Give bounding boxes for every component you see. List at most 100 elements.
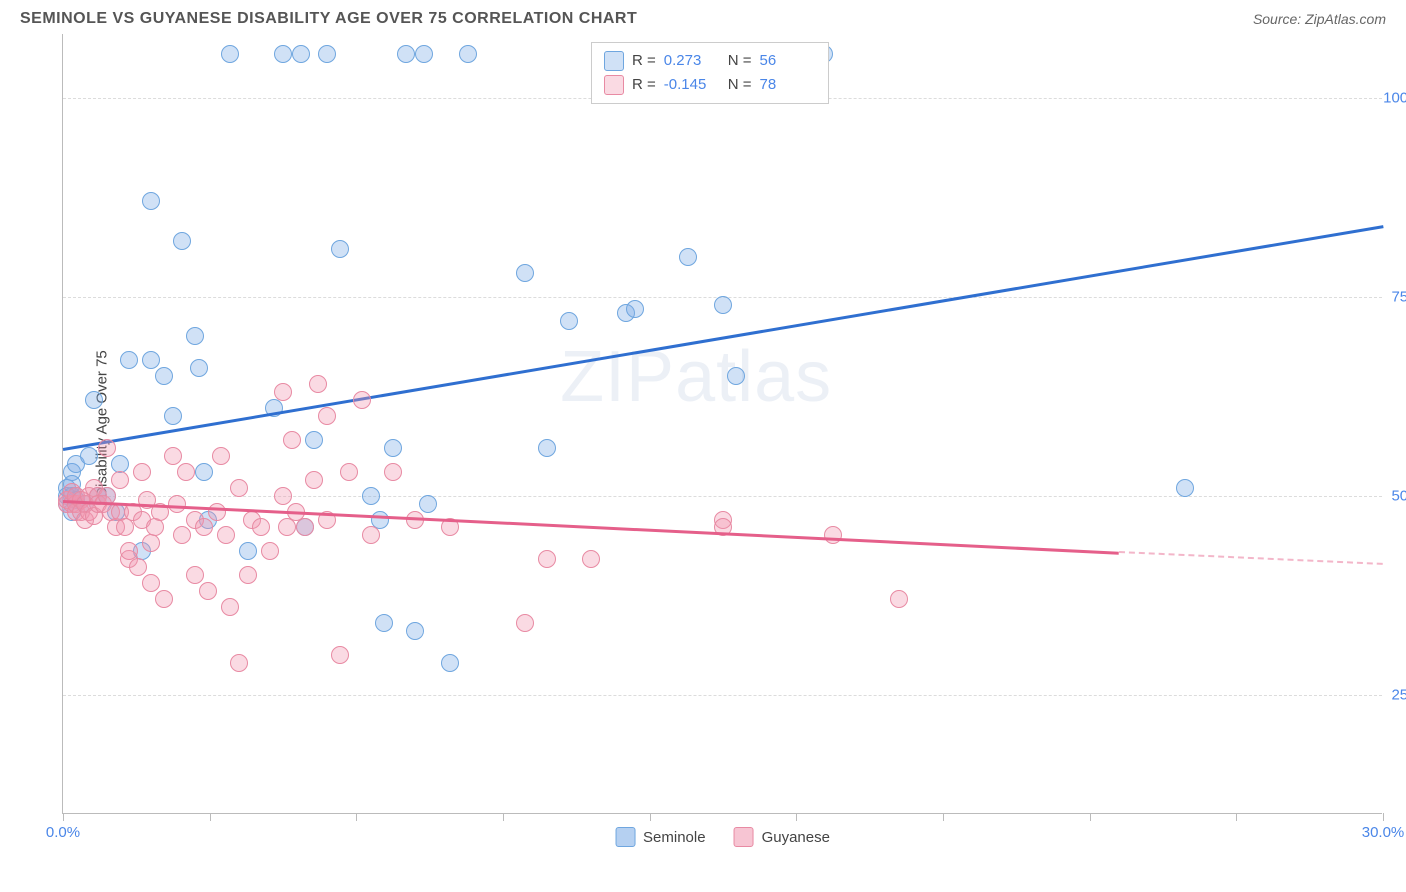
- scatter-point: [142, 192, 160, 210]
- xtick: [1236, 813, 1237, 821]
- scatter-point: [626, 300, 644, 318]
- stat-r-value: -0.145: [664, 76, 720, 93]
- scatter-point: [824, 526, 842, 544]
- stat-r-label: R =: [632, 52, 656, 69]
- ytick-label: 100.0%: [1383, 89, 1406, 106]
- legend-swatch: [734, 827, 754, 847]
- scatter-point: [274, 487, 292, 505]
- scatter-point: [679, 248, 697, 266]
- chart-title: SEMINOLE VS GUYANESE DISABILITY AGE OVER…: [20, 10, 637, 28]
- gridline: [63, 695, 1382, 696]
- trend-line: [1119, 551, 1383, 565]
- xtick: [650, 813, 651, 821]
- scatter-point: [305, 471, 323, 489]
- legend-label: Seminole: [643, 829, 706, 846]
- scatter-point: [309, 375, 327, 393]
- scatter-point: [283, 431, 301, 449]
- ytick-label: 25.0%: [1391, 686, 1406, 703]
- scatter-point: [362, 487, 380, 505]
- scatter-point: [146, 518, 164, 536]
- scatter-point: [419, 495, 437, 513]
- scatter-point: [239, 566, 257, 584]
- ytick-label: 75.0%: [1391, 288, 1406, 305]
- scatter-point: [1176, 479, 1194, 497]
- scatter-point: [384, 439, 402, 457]
- scatter-point: [318, 45, 336, 63]
- scatter-point: [177, 463, 195, 481]
- scatter-point: [375, 614, 393, 632]
- scatter-point: [538, 439, 556, 457]
- scatter-point: [560, 312, 578, 330]
- scatter-point: [714, 296, 732, 314]
- scatter-point: [142, 351, 160, 369]
- scatter-point: [406, 622, 424, 640]
- scatter-point: [353, 391, 371, 409]
- legend-item: Seminole: [615, 827, 706, 847]
- legend-swatch: [615, 827, 635, 847]
- scatter-point: [362, 526, 380, 544]
- xtick: [1090, 813, 1091, 821]
- scatter-point: [217, 526, 235, 544]
- stat-n-label: N =: [728, 52, 752, 69]
- scatter-point: [274, 383, 292, 401]
- scatter-point: [129, 558, 147, 576]
- scatter-point: [155, 590, 173, 608]
- scatter-point: [331, 240, 349, 258]
- scatter-point: [384, 463, 402, 481]
- scatter-point: [331, 646, 349, 664]
- stat-n-value: 78: [760, 76, 816, 93]
- scatter-point: [195, 463, 213, 481]
- stat-n-value: 56: [760, 52, 816, 69]
- scatter-point: [155, 367, 173, 385]
- scatter-point: [516, 264, 534, 282]
- stat-r-value: 0.273: [664, 52, 720, 69]
- scatter-point: [582, 550, 600, 568]
- plot-area: ZIPatlas 25.0%50.0%75.0%100.0%0.0%30.0%R…: [62, 34, 1382, 814]
- stats-row: R = 0.273 N = 56: [604, 49, 816, 73]
- scatter-point: [274, 45, 292, 63]
- xtick-label: 30.0%: [1362, 824, 1405, 841]
- scatter-point: [890, 590, 908, 608]
- scatter-point: [230, 654, 248, 672]
- scatter-point: [261, 542, 279, 560]
- stats-legend: R = 0.273 N = 56 R = -0.145 N = 78: [591, 42, 829, 104]
- scatter-point: [212, 447, 230, 465]
- scatter-point: [142, 534, 160, 552]
- scatter-point: [111, 471, 129, 489]
- scatter-point: [318, 407, 336, 425]
- xtick: [356, 813, 357, 821]
- scatter-point: [441, 654, 459, 672]
- plot-wrap: Disability Age Over 75 ZIPatlas 25.0%50.…: [20, 34, 1386, 814]
- series-legend: Seminole Guyanese: [615, 827, 830, 847]
- trend-line: [63, 225, 1383, 450]
- scatter-point: [142, 574, 160, 592]
- chart-source: Source: ZipAtlas.com: [1253, 11, 1386, 27]
- legend-label: Guyanese: [762, 829, 830, 846]
- scatter-point: [208, 503, 226, 521]
- scatter-point: [168, 495, 186, 513]
- scatter-point: [164, 407, 182, 425]
- scatter-point: [397, 45, 415, 63]
- scatter-point: [415, 45, 433, 63]
- xtick: [943, 813, 944, 821]
- ytick-label: 50.0%: [1391, 487, 1406, 504]
- stat-r-label: R =: [632, 76, 656, 93]
- scatter-point: [173, 232, 191, 250]
- scatter-point: [292, 45, 310, 63]
- scatter-point: [164, 447, 182, 465]
- scatter-point: [727, 367, 745, 385]
- xtick: [503, 813, 504, 821]
- scatter-point: [120, 351, 138, 369]
- stat-n-label: N =: [728, 76, 752, 93]
- scatter-point: [239, 542, 257, 560]
- xtick: [63, 813, 64, 821]
- scatter-point: [98, 439, 116, 457]
- chart-header: SEMINOLE VS GUYANESE DISABILITY AGE OVER…: [0, 0, 1406, 34]
- scatter-point: [340, 463, 358, 481]
- xtick: [796, 813, 797, 821]
- scatter-point: [252, 518, 270, 536]
- scatter-point: [516, 614, 534, 632]
- scatter-point: [195, 518, 213, 536]
- scatter-point: [230, 479, 248, 497]
- scatter-point: [538, 550, 556, 568]
